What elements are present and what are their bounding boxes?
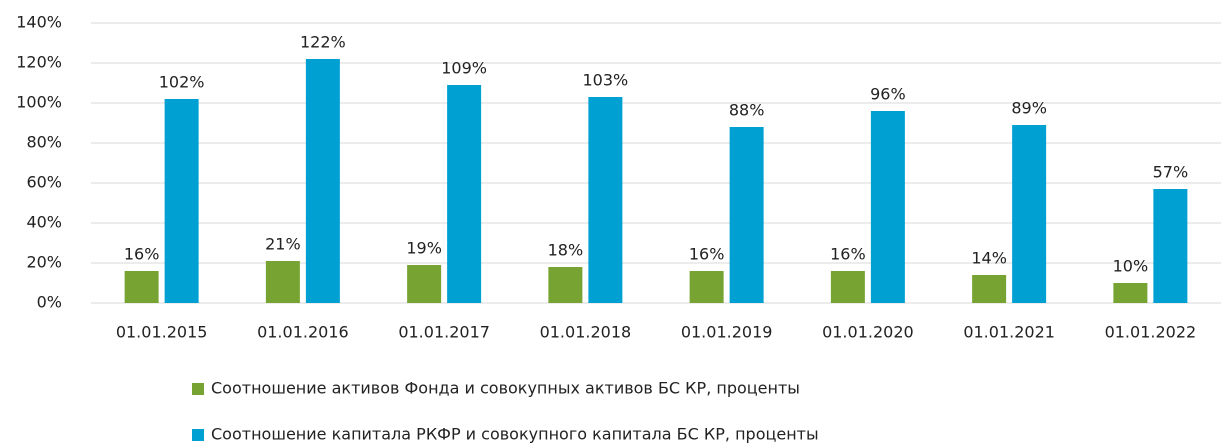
bar bbox=[305, 59, 340, 303]
x-tick-label: 01.01.2020 bbox=[822, 323, 914, 342]
y-tick-label: 20% bbox=[26, 253, 62, 272]
bar bbox=[1153, 189, 1188, 303]
data-label: 19% bbox=[406, 239, 442, 258]
y-tick-label: 100% bbox=[16, 93, 62, 112]
x-tick-label: 01.01.2022 bbox=[1105, 323, 1197, 342]
legend-label: Соотношение капитала РКФР и совокупного … bbox=[211, 425, 819, 443]
bar bbox=[689, 271, 724, 303]
legend-label: Соотношение активов Фонда и совокупных а… bbox=[211, 379, 800, 398]
y-tick-label: 40% bbox=[26, 213, 62, 232]
bar bbox=[870, 111, 905, 303]
data-label: 16% bbox=[124, 245, 160, 264]
data-label: 57% bbox=[1153, 163, 1189, 182]
data-label: 109% bbox=[441, 59, 487, 78]
bar bbox=[265, 261, 300, 303]
data-label: 16% bbox=[830, 245, 866, 264]
x-tick-label: 01.01.2019 bbox=[681, 323, 773, 342]
x-tick-label: 01.01.2021 bbox=[963, 323, 1055, 342]
bar bbox=[588, 97, 623, 303]
data-label: 14% bbox=[971, 249, 1007, 268]
data-label: 21% bbox=[265, 235, 301, 254]
data-label: 102% bbox=[159, 73, 205, 92]
y-tick-label: 140% bbox=[16, 13, 62, 32]
data-label: 89% bbox=[1011, 99, 1047, 118]
bar bbox=[1012, 125, 1047, 303]
bar bbox=[830, 271, 865, 303]
bar bbox=[1113, 283, 1148, 303]
x-tick-label: 01.01.2018 bbox=[540, 323, 632, 342]
x-tick-label: 01.01.2017 bbox=[398, 323, 490, 342]
legend-marker bbox=[192, 383, 204, 395]
bar bbox=[548, 267, 583, 303]
y-tick-label: 120% bbox=[16, 53, 62, 72]
x-tick-label: 01.01.2016 bbox=[257, 323, 349, 342]
data-label: 10% bbox=[1113, 257, 1149, 276]
bar bbox=[729, 127, 764, 303]
data-label: 18% bbox=[548, 241, 584, 260]
y-tick-label: 80% bbox=[26, 133, 62, 152]
data-label: 16% bbox=[689, 245, 725, 264]
bar bbox=[447, 85, 482, 303]
data-label: 96% bbox=[870, 85, 906, 104]
data-label: 103% bbox=[583, 71, 629, 90]
x-tick-label: 01.01.2015 bbox=[116, 323, 208, 342]
legend-marker bbox=[192, 429, 204, 441]
bar bbox=[972, 275, 1007, 303]
bar bbox=[124, 271, 159, 303]
y-tick-label: 0% bbox=[37, 293, 62, 312]
y-tick-label: 60% bbox=[26, 173, 62, 192]
data-label: 122% bbox=[300, 33, 346, 52]
data-label: 88% bbox=[729, 101, 765, 120]
bar bbox=[407, 265, 442, 303]
bar bbox=[164, 99, 199, 303]
